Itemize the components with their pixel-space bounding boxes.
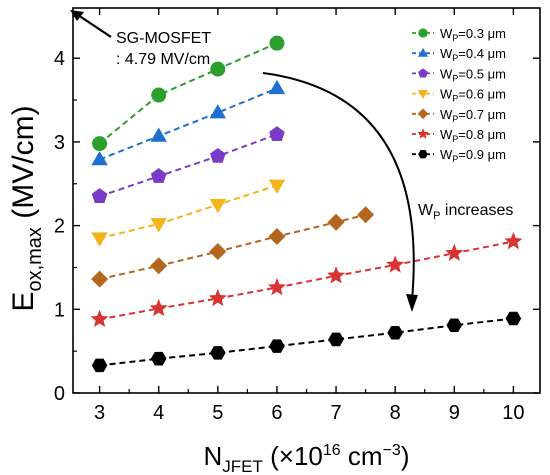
legend-marker — [417, 47, 429, 57]
series-1 — [92, 35, 285, 152]
data-point — [357, 206, 375, 224]
data-point — [267, 278, 286, 296]
series-line — [99, 133, 278, 198]
data-point — [269, 35, 285, 51]
series-6 — [90, 232, 523, 328]
data-point — [150, 218, 167, 233]
series-3 — [91, 126, 285, 203]
data-point — [149, 298, 168, 317]
series-4 — [91, 179, 286, 247]
data-point — [209, 104, 227, 119]
x-tick-label: 10 — [502, 402, 524, 424]
trend-label: WP increases — [418, 202, 513, 222]
x-tick-label: 3 — [94, 402, 105, 424]
y-tick-label: 1 — [54, 299, 65, 321]
data-point — [92, 136, 108, 152]
legend-label: WP=0.4 μm — [440, 46, 506, 63]
data-point — [91, 270, 109, 288]
data-point — [210, 61, 226, 77]
data-point — [91, 150, 108, 166]
data-point — [150, 351, 167, 366]
data-point — [150, 127, 167, 142]
data-point — [269, 339, 285, 353]
y-axis-title: Eox,max (MV/cm) — [7, 105, 46, 311]
data-point — [445, 243, 464, 261]
data-point — [446, 318, 463, 332]
data-point — [269, 126, 285, 142]
legend-marker — [418, 150, 428, 159]
data-point — [504, 232, 523, 250]
series-line — [99, 213, 366, 281]
series-line — [98, 42, 278, 145]
legend: WP=0.3 μm WP=0.4 μm WP=0.5 μm WP=0.6 μm WP=0… — [412, 26, 506, 164]
data-point — [150, 168, 167, 183]
data-point — [210, 346, 226, 360]
legend-label: WP=0.5 μm — [440, 66, 506, 83]
x-tick-label: 9 — [449, 402, 460, 424]
series-line — [99, 184, 278, 240]
data-point — [209, 198, 227, 214]
legend-label: WP=0.9 μm — [440, 147, 506, 164]
data-point — [505, 311, 522, 326]
legend-marker — [417, 128, 429, 139]
series-2 — [91, 79, 286, 166]
x-tick-label: 6 — [271, 402, 282, 424]
x-axis-title: NJFET (×1016 cm−3) — [204, 441, 410, 475]
trend-arrowhead — [406, 294, 418, 312]
series-line — [99, 240, 514, 321]
data-point — [209, 243, 227, 261]
trend-arrow — [262, 72, 415, 301]
y-tick-label: 4 — [54, 48, 65, 70]
legend-marker — [417, 108, 429, 120]
y-tick-label: 3 — [54, 132, 65, 154]
x-tick-label: 5 — [212, 402, 223, 424]
legend-entry: WP=0.8 μm — [412, 127, 506, 144]
series-7 — [91, 311, 522, 373]
annotation-value: : 4.79 MV/cm — [116, 51, 210, 68]
data-point — [386, 255, 405, 273]
data-point — [151, 87, 167, 103]
data-point — [91, 358, 108, 373]
annotation-title: SG-MOSFET — [116, 30, 211, 47]
y-tick-label: 0 — [54, 383, 65, 405]
data-point — [327, 266, 346, 284]
x-tick-label: 7 — [330, 402, 341, 424]
legend-label: WP=0.3 μm — [440, 26, 506, 43]
annotation-arrowhead — [70, 10, 84, 21]
legend-entry: WP=0.5 μm — [412, 66, 506, 83]
data-point — [91, 188, 108, 203]
data-point — [208, 288, 227, 307]
legend-marker — [418, 28, 428, 38]
data-point — [268, 227, 286, 245]
data-point — [90, 309, 109, 328]
data-point — [91, 232, 108, 247]
data-point — [387, 325, 403, 340]
data-point — [150, 257, 168, 275]
x-tick-label: 8 — [390, 402, 401, 424]
legend-marker — [417, 90, 429, 99]
legend-entry: WP=0.3 μm — [412, 26, 506, 43]
data-point — [268, 79, 286, 95]
annotation-arrow — [74, 12, 112, 38]
data-point — [210, 147, 226, 163]
legend-entry: WP=0.9 μm — [412, 147, 506, 164]
data-point — [328, 332, 344, 347]
legend-label: WP=0.7 μm — [440, 107, 506, 124]
legend-label: WP=0.6 μm — [440, 87, 506, 104]
series-5 — [91, 206, 375, 288]
legend-entry: WP=0.6 μm — [412, 87, 506, 104]
legend-label: WP=0.8 μm — [440, 127, 506, 144]
data-point — [268, 179, 286, 194]
data-point — [327, 213, 345, 231]
x-tick-label: 4 — [153, 402, 164, 424]
legend-entry: WP=0.4 μm — [412, 46, 506, 63]
legend-entry: WP=0.7 μm — [412, 107, 506, 124]
legend-marker — [418, 68, 428, 78]
y-tick-label: 2 — [54, 216, 65, 238]
series-line — [99, 87, 278, 161]
